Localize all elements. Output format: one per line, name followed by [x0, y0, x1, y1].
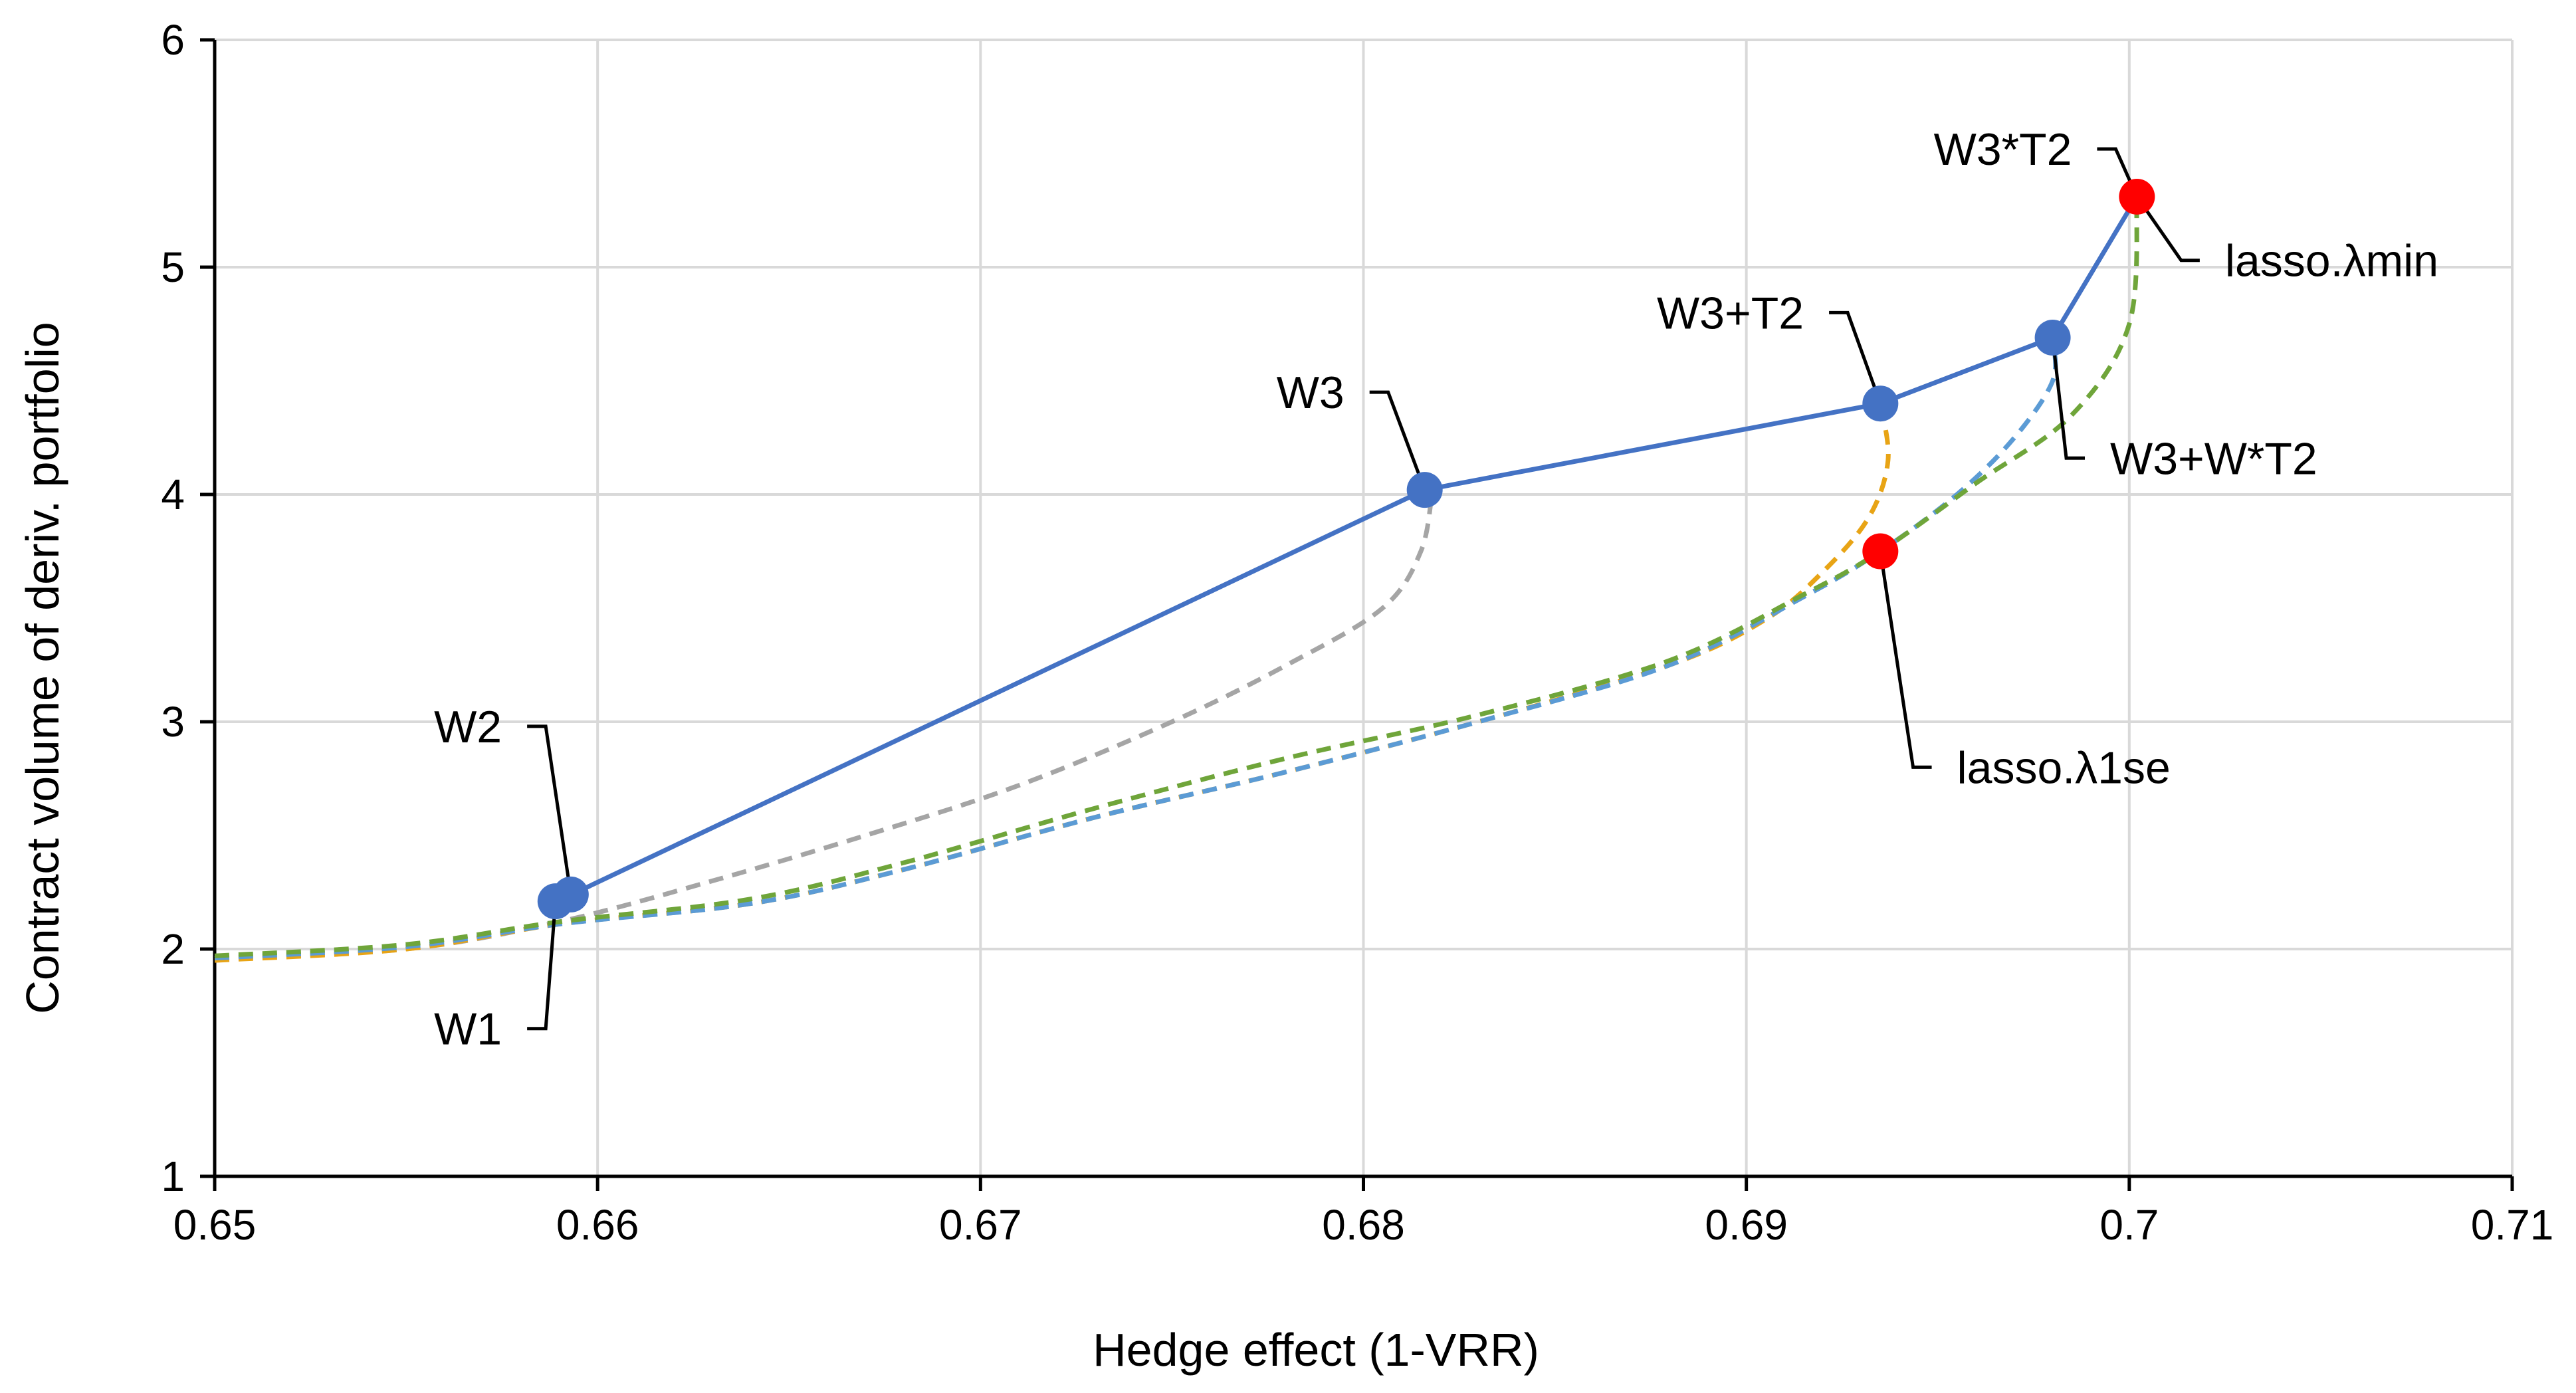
y-tick-label: 3: [161, 698, 185, 746]
y-tick-label: 6: [161, 16, 185, 64]
series-lasso-path-gray: [214, 489, 1435, 961]
x-tick-label: 0.71: [2471, 1201, 2554, 1249]
annotation-label: W3: [1277, 368, 1344, 418]
annotation-label: W3*T2: [1934, 124, 2072, 175]
data-point-marker: [1862, 533, 1899, 570]
annotation-leader: [527, 901, 558, 1031]
annotation-label: W3+T2: [1657, 288, 1804, 338]
annotation-leader: [2135, 195, 2200, 263]
series-model-sequence: [566, 195, 2139, 899]
annotation-leader: [1369, 390, 1427, 491]
x-tick-label: 0.68: [1322, 1201, 1405, 1249]
data-point-marker: [1862, 385, 1899, 422]
data-point-marker: [1406, 472, 1443, 508]
x-tick-label: 0.65: [173, 1201, 257, 1249]
grid-layer: [215, 39, 2514, 1176]
x-tick-label: 0.69: [1705, 1201, 1788, 1249]
annotation-leader: [1829, 310, 1882, 405]
x-axis-title: Hedge effect (1-VRR): [1093, 1324, 1539, 1376]
annotation-label: W3+W*T2: [2110, 433, 2317, 484]
annotation-label: lasso.λmin: [2225, 236, 2438, 286]
data-point-marker: [2119, 178, 2155, 215]
data-point-marker: [2034, 320, 2071, 356]
annotation-label-layer: W2 W1 W3 W3+T2 W3*T2 lasso.λmin W3+W*T2 lasso.λ…: [434, 124, 2438, 1055]
series-lasso-path-yellow: [214, 403, 1891, 963]
y-tick-label: 2: [161, 925, 185, 973]
series-lasso-path-blue: [214, 340, 2058, 961]
annotation-leader: [2051, 337, 2086, 460]
annotation-leader: [1878, 551, 1932, 769]
annotation-leader: [527, 724, 573, 895]
x-tick-label: 0.66: [556, 1201, 639, 1249]
axis-layer: 0.65 0.66 0.67 0.68 0.69 0.7 0.71 1 2 3 4 5 6: [161, 16, 2553, 1249]
annotation-label: lasso.λ1se: [1957, 742, 2171, 793]
x-tick-label: 0.67: [939, 1201, 1022, 1249]
y-tick-label: 5: [161, 243, 185, 291]
annotation-label: W1: [434, 1004, 502, 1055]
marker-layer: [537, 178, 2155, 920]
data-point-marker: [552, 876, 589, 912]
series-lasso-path-green: [214, 196, 2139, 958]
x-tick-label: 0.7: [2099, 1201, 2159, 1249]
y-axis-title: Contract volume of deriv. portfolio: [17, 322, 68, 1014]
annotation-leader-layer: [527, 147, 2200, 1031]
y-tick-label: 4: [161, 471, 185, 518]
y-tick-label: 1: [161, 1152, 185, 1200]
annotation-label: W2: [434, 702, 502, 752]
